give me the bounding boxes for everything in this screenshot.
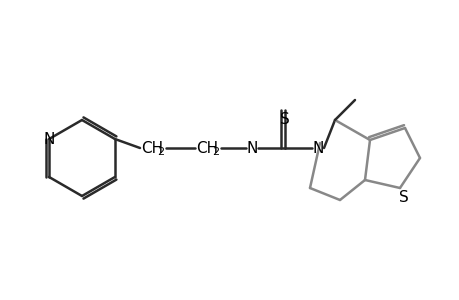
Text: N: N — [43, 131, 55, 146]
Text: S: S — [280, 112, 289, 127]
Text: CH: CH — [140, 140, 162, 155]
Text: 2: 2 — [157, 147, 164, 157]
Text: 2: 2 — [212, 147, 219, 157]
Text: CH: CH — [196, 140, 218, 155]
Text: N: N — [246, 140, 257, 155]
Text: N: N — [312, 140, 323, 155]
Text: S: S — [398, 190, 408, 205]
